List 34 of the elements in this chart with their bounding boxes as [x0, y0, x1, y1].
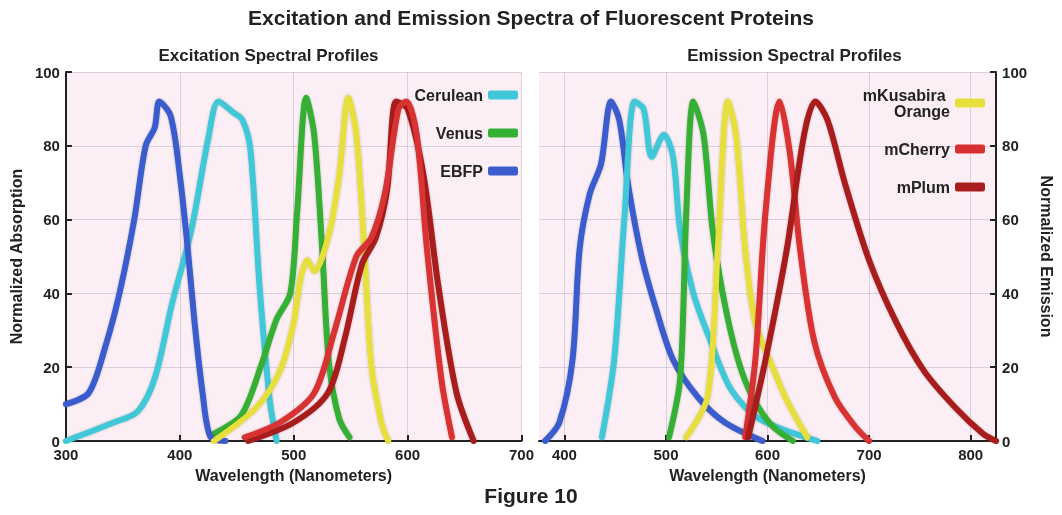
- x-axis-title: Wavelength (Nanometers): [195, 466, 393, 484]
- y-axis-title: Normalized Absorption: [7, 168, 25, 345]
- x-tick-label: 500: [281, 446, 307, 463]
- y2-axis-title: Normalized Emission: [1037, 175, 1055, 338]
- y2-tick-label: 20: [1002, 358, 1019, 376]
- legend-label: Cerulean: [414, 86, 483, 104]
- x-tick-label: 600: [395, 446, 421, 463]
- x-tick-label: 700: [508, 446, 534, 463]
- x-tick-label: 400: [551, 446, 577, 463]
- y2-tick-label: 40: [1002, 284, 1019, 302]
- x-tick-label: 700: [856, 446, 882, 463]
- text: Excitation and Emission Spectra of Fluorescent Proteins: [247, 6, 815, 30]
- legend-label: EBFP: [440, 162, 484, 180]
- legend-label: Venus: [435, 124, 484, 142]
- y2-tick-label: 100: [1002, 63, 1028, 81]
- legend-label: mCherry: [884, 140, 951, 158]
- x-tick-label: 500: [653, 446, 679, 463]
- x-axis-title: Wavelength (Nanometers): [669, 466, 866, 484]
- chart-title: Excitation Spectral Profiles: [158, 46, 379, 65]
- y2-tick-label: 0: [1002, 432, 1011, 450]
- caption: Figure 10: [483, 484, 579, 508]
- x-tick-label: 400: [167, 446, 193, 463]
- chart-title: Emission Spectral Profiles: [687, 46, 902, 65]
- x-tick-label: 600: [755, 446, 781, 463]
- y2-tick-label: 80: [1002, 137, 1019, 155]
- legend-label: mKusabira Orange: [862, 86, 951, 120]
- y-tick-label: 80: [43, 137, 60, 155]
- y-tick-label: 100: [34, 63, 60, 81]
- legend-label: mPlum: [896, 178, 950, 196]
- y-tick-label: 60: [43, 211, 60, 229]
- x-tick-label: 800: [958, 446, 984, 463]
- y-tick-label: 40: [43, 284, 60, 302]
- y-tick-label: 20: [43, 358, 60, 376]
- y2-tick-label: 60: [1002, 211, 1019, 229]
